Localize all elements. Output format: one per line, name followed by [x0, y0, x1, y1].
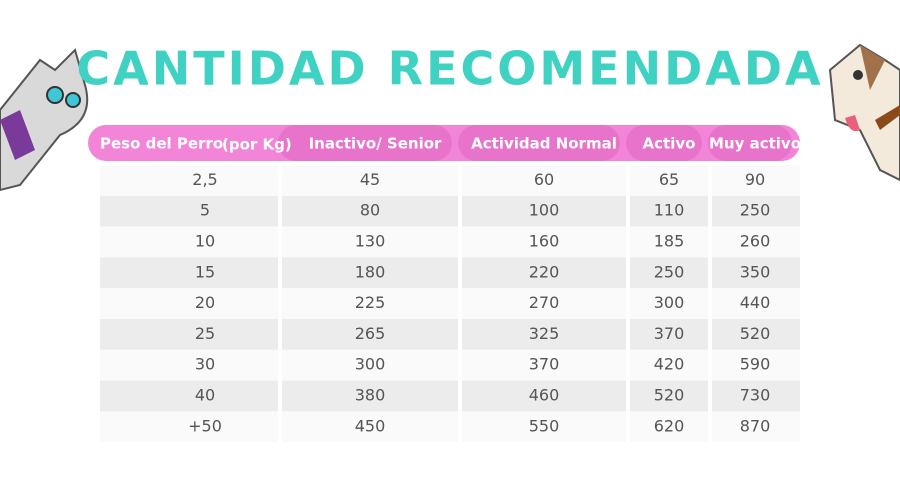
table-cell: 45	[360, 170, 380, 189]
header-bubble	[278, 125, 452, 161]
table-cell: 730	[740, 386, 771, 405]
table-cell: 520	[740, 324, 771, 343]
table: Peso del Perro(por Kg) Inactivo/ Senior Ac…	[88, 125, 801, 443]
table-cell: 380	[355, 386, 386, 405]
table-cell: 40	[195, 386, 215, 405]
table-cell: 370	[654, 324, 685, 343]
row-background	[100, 349, 800, 381]
table-cell: 130	[355, 232, 386, 251]
table-cell: 350	[740, 262, 771, 281]
table-cell: 450	[355, 416, 386, 435]
table-cell: 80	[360, 201, 380, 220]
table-cell: 110	[654, 201, 685, 220]
table-cell: 590	[740, 355, 771, 374]
table-cell: 325	[529, 324, 560, 343]
column-separator	[458, 165, 462, 443]
table-cell: 300	[654, 293, 685, 312]
table-cell: 370	[529, 355, 560, 374]
table-cell: 300	[355, 355, 386, 374]
table-cell: 65	[659, 170, 679, 189]
table-cell: +50	[188, 416, 222, 435]
header-unit-note: (por Kg)	[222, 136, 292, 154]
row-background	[100, 380, 800, 412]
table-cell: 870	[740, 416, 771, 435]
table-cell: 30	[195, 355, 215, 374]
table-cell: 220	[529, 262, 560, 281]
table-cell: 550	[529, 416, 560, 435]
table-cell: 250	[654, 262, 685, 281]
table-cell: 620	[654, 416, 685, 435]
table-cell: 520	[654, 386, 685, 405]
dog-illustration	[828, 43, 900, 182]
column-separator	[626, 165, 630, 443]
table-cell: 440	[740, 293, 771, 312]
column-separator	[708, 165, 712, 443]
column-separator	[278, 165, 282, 443]
row-background	[100, 226, 800, 258]
header-bubble	[626, 125, 702, 161]
header-cell: Activo	[643, 135, 696, 153]
row-background	[100, 195, 800, 227]
table-cell: 420	[654, 355, 685, 374]
header-cell: Peso del Perro	[100, 135, 223, 153]
header-cell: Muy activo	[709, 135, 801, 153]
table-cell: 20	[195, 293, 215, 312]
table-cell: 25	[195, 324, 215, 343]
table-cell: 270	[529, 293, 560, 312]
row-background	[100, 411, 800, 443]
table-cell: 180	[355, 262, 386, 281]
table-cell: 100	[529, 201, 560, 220]
table-cell: 260	[740, 232, 771, 251]
table-cell: 90	[745, 170, 765, 189]
table-cell: 5	[200, 201, 210, 220]
header-cell: Inactivo/ Senior	[309, 135, 442, 153]
table-cell: 2,5	[192, 170, 217, 189]
table-cell: 15	[195, 262, 215, 281]
table-cell: 265	[355, 324, 386, 343]
table-cell: 225	[355, 293, 386, 312]
table-cell: 160	[529, 232, 560, 251]
header-bubble	[458, 125, 620, 161]
row-background	[100, 319, 800, 350]
row-background	[100, 165, 800, 196]
header-cell: Actividad Normal	[471, 135, 617, 153]
table-cell: 60	[534, 170, 554, 189]
header-bubble	[708, 125, 792, 161]
table-cell: 185	[654, 232, 685, 251]
row-background	[100, 257, 800, 289]
table-cell: 460	[529, 386, 560, 405]
table-cell: 250	[740, 201, 771, 220]
row-background	[100, 288, 800, 319]
table-cell: 10	[195, 232, 215, 251]
title: CANTIDAD RECOMENDADA	[76, 42, 823, 96]
cat-illustration	[0, 48, 89, 192]
